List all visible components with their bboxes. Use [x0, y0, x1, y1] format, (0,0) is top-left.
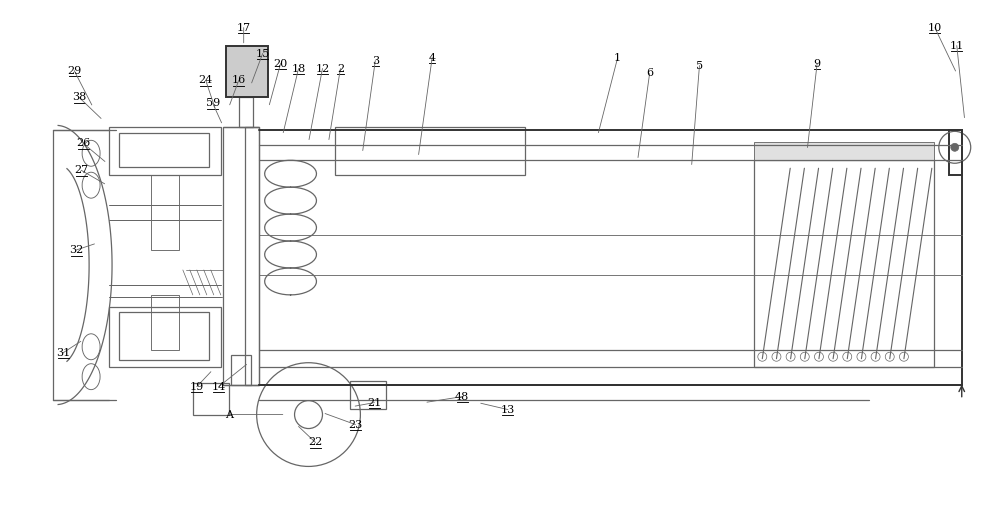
- Text: 32: 32: [69, 245, 83, 255]
- Bar: [231, 355, 251, 385]
- Text: 48: 48: [455, 391, 469, 402]
- Bar: [754, 142, 934, 160]
- Text: 2: 2: [337, 63, 344, 74]
- Text: 19: 19: [190, 382, 204, 391]
- Text: 38: 38: [72, 92, 86, 102]
- Text: 4: 4: [429, 53, 436, 62]
- Text: 9: 9: [814, 59, 821, 68]
- Bar: [119, 312, 209, 359]
- Text: 11: 11: [950, 41, 964, 50]
- Bar: [754, 160, 934, 367]
- Bar: [223, 127, 259, 385]
- Text: 29: 29: [67, 65, 81, 76]
- Text: 14: 14: [212, 382, 226, 391]
- Bar: [109, 127, 221, 175]
- Bar: [350, 381, 386, 408]
- Text: A: A: [225, 409, 233, 420]
- Text: 20: 20: [273, 59, 288, 68]
- Bar: [949, 130, 962, 175]
- Text: 24: 24: [199, 76, 213, 85]
- Text: 59: 59: [206, 98, 220, 109]
- Text: 13: 13: [501, 405, 515, 415]
- Bar: [151, 295, 179, 350]
- Bar: [239, 97, 253, 127]
- Text: 16: 16: [232, 76, 246, 85]
- Bar: [226, 45, 268, 97]
- Text: 5: 5: [696, 61, 703, 71]
- Text: 17: 17: [237, 23, 251, 32]
- Text: 3: 3: [372, 56, 379, 65]
- Text: 6: 6: [646, 68, 653, 78]
- Text: 22: 22: [308, 438, 323, 448]
- Text: 18: 18: [291, 63, 306, 74]
- Bar: [119, 133, 209, 167]
- Text: 27: 27: [74, 165, 88, 175]
- Bar: [193, 383, 229, 415]
- Text: 1: 1: [614, 53, 621, 62]
- Text: 10: 10: [928, 23, 942, 32]
- Bar: [245, 127, 259, 385]
- Bar: [335, 127, 525, 175]
- Bar: [151, 175, 179, 250]
- Text: 12: 12: [315, 63, 330, 74]
- Text: 26: 26: [76, 139, 90, 148]
- Text: 21: 21: [367, 398, 381, 407]
- Circle shape: [951, 143, 959, 151]
- Bar: [109, 307, 221, 367]
- Text: 15: 15: [256, 48, 270, 59]
- Text: 23: 23: [348, 420, 363, 430]
- Text: 31: 31: [56, 348, 70, 358]
